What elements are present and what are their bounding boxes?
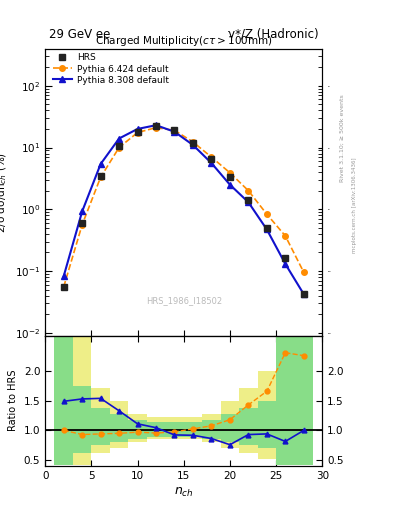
Pythia 8.308 default (98, 161, 103, 167)
Bar (165, 422, 184, 437)
Pythia 8.308 default (172, 129, 177, 135)
HRS (283, 255, 288, 262)
Y-axis label: 2/σ dσ/dn$_{ch}$ (%): 2/σ dσ/dn$_{ch}$ (%) (0, 152, 9, 232)
Pythia 8.308 default (80, 208, 84, 215)
Line: Pythia 6.424 default: Pythia 6.424 default (61, 125, 307, 290)
Bar (54, 337, 73, 465)
Line: Pythia 8.308 default: Pythia 8.308 default (61, 122, 307, 297)
HRS (154, 123, 158, 130)
HRS (246, 197, 251, 203)
Pythia 8.308 default (154, 122, 158, 129)
Bar (54, 337, 73, 465)
Pythia 8.308 default (61, 273, 66, 280)
Bar (73, 337, 91, 465)
Y-axis label: Ratio to HRS: Ratio to HRS (8, 370, 18, 432)
Pythia 6.424 default (154, 124, 158, 131)
Bar (276, 337, 295, 465)
Pythia 6.424 default (61, 284, 66, 290)
Bar (91, 408, 110, 445)
Pythia 8.308 default (264, 226, 269, 232)
Pythia 6.424 default (264, 211, 269, 217)
Bar (165, 417, 184, 439)
Pythia 8.308 default (301, 291, 306, 297)
Pythia 8.308 default (117, 136, 121, 142)
Text: 29 GeV ee: 29 GeV ee (49, 28, 110, 41)
Pythia 8.308 default (135, 126, 140, 132)
Bar (221, 401, 239, 448)
HRS (228, 174, 232, 180)
Text: mcplots.cern.ch [arXiv:1306.3436]: mcplots.cern.ch [arXiv:1306.3436] (352, 157, 357, 252)
Pythia 8.308 default (246, 199, 251, 205)
Pythia 6.424 default (283, 233, 288, 239)
Bar (147, 417, 165, 439)
Bar (239, 408, 258, 445)
HRS (80, 220, 84, 226)
Bar (221, 414, 239, 442)
X-axis label: $n_{ch}$: $n_{ch}$ (174, 486, 194, 499)
Bar (258, 371, 276, 459)
Pythia 6.424 default (117, 144, 121, 151)
Text: HRS_1986_I18502: HRS_1986_I18502 (146, 296, 222, 306)
Line: HRS: HRS (61, 123, 307, 297)
HRS (172, 126, 177, 133)
Pythia 8.308 default (209, 160, 214, 166)
HRS (264, 225, 269, 231)
Bar (129, 420, 147, 439)
Bar (202, 420, 221, 439)
Bar (202, 414, 221, 442)
HRS (117, 143, 121, 150)
Pythia 6.424 default (191, 139, 195, 145)
HRS (135, 129, 140, 135)
Bar (239, 388, 258, 453)
HRS (301, 291, 306, 297)
Bar (91, 388, 110, 453)
Pythia 6.424 default (209, 154, 214, 160)
HRS (191, 140, 195, 146)
Bar (110, 401, 129, 448)
Bar (110, 414, 129, 442)
Pythia 8.308 default (228, 182, 232, 188)
Pythia 6.424 default (80, 222, 84, 228)
Pythia 8.308 default (191, 142, 195, 148)
Bar (295, 337, 313, 465)
Pythia 6.424 default (135, 130, 140, 136)
Bar (184, 417, 202, 439)
Pythia 6.424 default (228, 169, 232, 176)
Pythia 6.424 default (301, 269, 306, 275)
Pythia 6.424 default (246, 187, 251, 194)
Pythia 8.308 default (283, 261, 288, 267)
Text: Rivet 3.1.10; ≥ 500k events: Rivet 3.1.10; ≥ 500k events (340, 94, 345, 182)
Bar (276, 337, 295, 465)
Legend: HRS, Pythia 6.424 default, Pythia 8.308 default: HRS, Pythia 6.424 default, Pythia 8.308 … (51, 52, 171, 87)
Text: γ*/Z (Hadronic): γ*/Z (Hadronic) (228, 28, 318, 41)
Pythia 6.424 default (172, 127, 177, 134)
HRS (98, 173, 103, 179)
Pythia 6.424 default (98, 174, 103, 180)
Bar (73, 386, 91, 453)
Bar (184, 422, 202, 437)
Bar (129, 414, 147, 442)
Bar (258, 401, 276, 448)
Title: Charged Multiplicity$(c\tau > 100\mathrm{mm})$: Charged Multiplicity$(c\tau > 100\mathrm… (95, 34, 273, 49)
HRS (61, 284, 66, 290)
Bar (295, 337, 313, 465)
HRS (209, 156, 214, 162)
Bar (147, 422, 165, 437)
